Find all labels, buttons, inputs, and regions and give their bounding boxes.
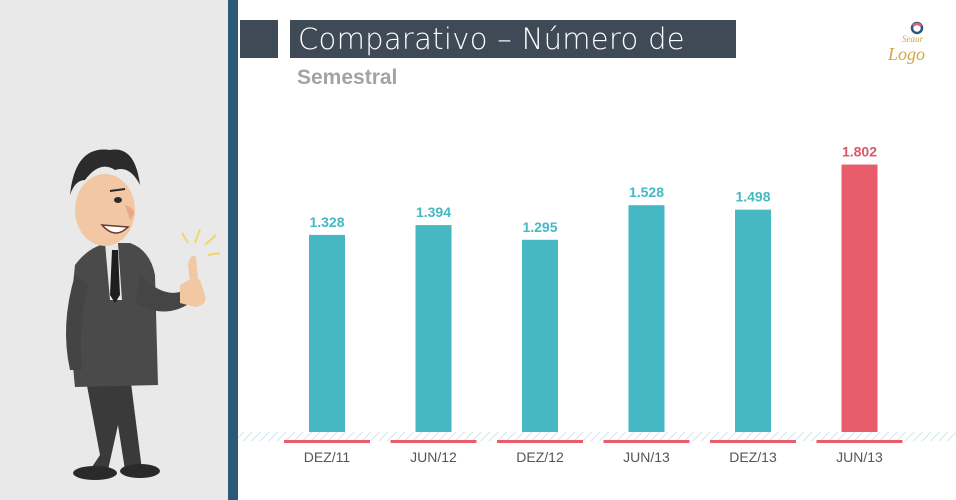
value-label-4: 1.498	[735, 189, 770, 205]
bar-chart: 1.328 DEZ/11 1.394 JUN/12 1.295 DEZ/12 1.528 JU…	[238, 144, 956, 465]
category-underline-3	[603, 440, 690, 443]
title-bar: Comparativo – Número de ações	[240, 20, 736, 94]
value-label-3: 1.528	[629, 184, 664, 200]
category-underline-2	[497, 440, 583, 443]
bar-5	[841, 164, 878, 432]
value-label-2: 1.295	[522, 219, 557, 235]
category-label-5: JUN/13	[836, 449, 883, 465]
baseline-band	[238, 432, 956, 441]
page-subtitle: Semestral	[297, 66, 398, 89]
businessman-thumbs-up-illustration	[66, 149, 221, 480]
bar-1	[415, 225, 452, 432]
value-label-1: 1.394	[416, 204, 451, 220]
logo-line2: Logo	[887, 44, 925, 64]
category-underline-1	[390, 440, 477, 443]
category-label-2: DEZ/12	[516, 449, 564, 465]
value-label-5: 1.802	[842, 144, 877, 160]
vertical-divider	[228, 0, 238, 500]
left-panel	[0, 0, 228, 500]
category-underline-4	[710, 440, 796, 443]
bar-2	[522, 239, 558, 432]
logo-line1: Seaur	[902, 34, 923, 44]
bar-4	[735, 209, 771, 432]
category-label-0: DEZ/11	[304, 449, 351, 465]
category-label-4: DEZ/13	[729, 449, 777, 465]
category-label-1: JUN/12	[410, 449, 457, 465]
category-underline-0	[284, 440, 370, 443]
bar-0	[309, 234, 345, 432]
title-accent-block	[240, 20, 278, 58]
bar-3	[628, 205, 665, 432]
category-label-3: JUN/13	[623, 449, 670, 465]
page-title: Comparativo – Número de ações	[290, 20, 736, 94]
brand-logo: Seaur Logo	[887, 21, 925, 64]
category-underline-5	[816, 440, 903, 443]
value-label-0: 1.328	[309, 214, 344, 230]
